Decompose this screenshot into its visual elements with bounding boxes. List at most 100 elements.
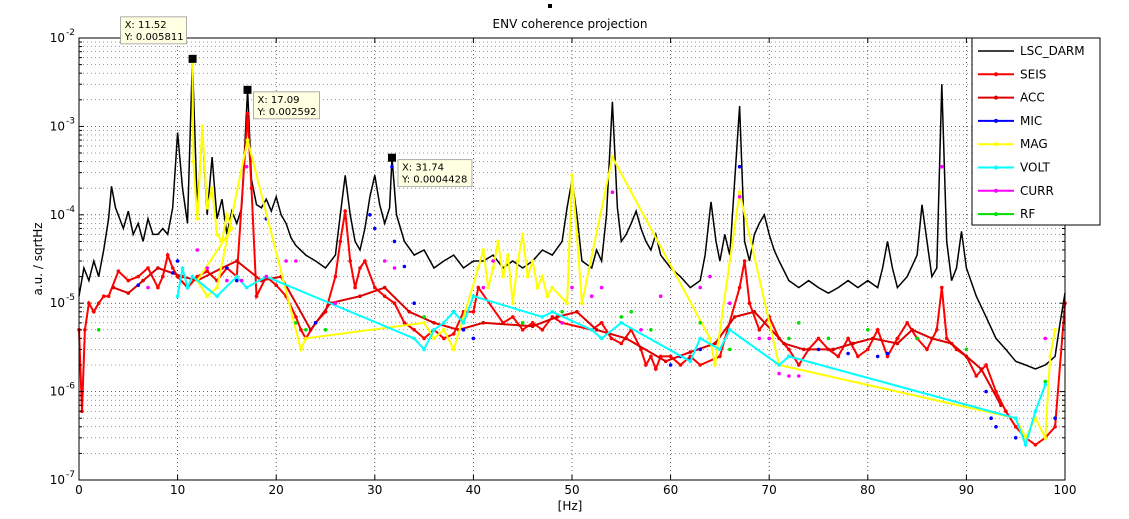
legend-item-lsc-darm[interactable]: LSC_DARM xyxy=(978,44,1085,58)
data-point xyxy=(348,259,353,263)
data-point xyxy=(392,301,397,306)
legend-item-seis[interactable]: SEIS xyxy=(978,67,1046,81)
data-point xyxy=(451,332,456,336)
data-point xyxy=(481,248,486,252)
data-point xyxy=(732,315,737,319)
data-point xyxy=(619,315,624,319)
data-point xyxy=(304,336,308,341)
legend-label: CURR xyxy=(1020,184,1054,198)
datatip[interactable]: X: 17.09Y: 0.002592 xyxy=(243,85,320,120)
data-point xyxy=(737,195,742,199)
x-tick-label: 20 xyxy=(269,483,284,497)
x-axis-label: [Hz] xyxy=(558,499,583,513)
data-point xyxy=(205,294,209,299)
datatip-x-text: X: 17.09 xyxy=(258,95,300,106)
x-tick-label: 90 xyxy=(959,483,974,497)
ticks: 0 10 20 30 40 50 60 70 80 90 10010-710-610-510-410… xyxy=(50,28,1077,497)
data-point xyxy=(797,374,801,378)
data-point xyxy=(545,294,550,299)
data-point xyxy=(570,173,574,178)
datatip-marker[interactable] xyxy=(243,85,252,94)
datatip[interactable]: X: 31.74Y: 0.0004428 xyxy=(387,153,473,188)
data-point xyxy=(190,274,195,279)
legend-label: SEIS xyxy=(1020,67,1046,81)
data-point xyxy=(481,321,486,325)
data-point xyxy=(599,336,604,341)
legend-marker xyxy=(994,188,998,193)
data-point xyxy=(225,266,229,270)
data-point xyxy=(185,285,190,290)
data-point xyxy=(1043,379,1048,384)
legend-label: VOLT xyxy=(1020,161,1050,175)
data-point xyxy=(313,321,318,325)
legend-item-rf[interactable]: RF xyxy=(978,207,1035,221)
data-point xyxy=(1023,443,1028,447)
data-point xyxy=(989,416,993,421)
data-point xyxy=(940,164,944,169)
data-point xyxy=(461,321,466,325)
data-point xyxy=(599,285,604,290)
data-point xyxy=(708,336,712,341)
data-point xyxy=(323,328,328,332)
y-axis-label: a.u. / sqrtHz xyxy=(31,222,45,295)
x-tick-label: 40 xyxy=(466,483,481,497)
datatip-marker[interactable] xyxy=(188,54,197,63)
data-point xyxy=(200,124,205,129)
data-point xyxy=(165,253,170,257)
data-point xyxy=(895,336,900,341)
data-point xyxy=(481,285,486,290)
data-point xyxy=(516,259,520,263)
series-line xyxy=(176,267,1047,448)
data-point xyxy=(87,301,91,306)
data-point xyxy=(718,354,722,359)
data-point xyxy=(905,321,909,325)
data-point xyxy=(599,321,604,325)
data-point xyxy=(382,259,387,263)
datatip[interactable]: X: 11.52Y: 0.005811 xyxy=(120,16,197,63)
data-point xyxy=(373,285,377,290)
data-point xyxy=(575,310,579,314)
data-point xyxy=(239,278,244,283)
data-point xyxy=(984,389,988,394)
datatip-marker[interactable] xyxy=(387,153,396,162)
legend-item-acc[interactable]: ACC xyxy=(978,91,1045,105)
data-point xyxy=(831,347,836,352)
data-point xyxy=(777,371,781,376)
data-point xyxy=(442,328,446,332)
data-point xyxy=(1053,425,1057,429)
data-point xyxy=(816,347,821,352)
data-point xyxy=(215,232,219,237)
data-point xyxy=(520,328,525,332)
legend-marker xyxy=(994,212,998,217)
legend-item-volt[interactable]: VOLT xyxy=(978,161,1050,175)
data-point xyxy=(402,321,407,325)
legend-item-curr[interactable]: CURR xyxy=(978,184,1054,198)
data-point xyxy=(639,328,643,332)
data-point xyxy=(979,367,983,371)
data-point xyxy=(205,206,209,210)
legend-item-mic[interactable]: MIC xyxy=(978,114,1042,128)
legend-item-mag[interactable]: MAG xyxy=(978,137,1048,151)
data-point xyxy=(333,301,338,306)
legend[interactable]: LSC_DARM SEIS ACC MIC MAG VOLT CURR RF xyxy=(971,37,1101,226)
data-point xyxy=(688,350,693,354)
data-point xyxy=(390,164,394,169)
data-point xyxy=(308,328,313,332)
data-point xyxy=(752,310,757,314)
data-point xyxy=(964,347,969,352)
data-point xyxy=(422,347,426,352)
data-point xyxy=(737,164,742,169)
data-point xyxy=(274,283,279,288)
x-tick-label: 70 xyxy=(762,483,777,497)
data-point xyxy=(757,336,762,341)
data-point xyxy=(511,315,515,319)
data-point xyxy=(609,336,614,341)
data-point xyxy=(195,217,200,221)
data-point xyxy=(141,278,145,283)
series-layer xyxy=(77,58,1067,448)
data-point xyxy=(432,321,436,325)
x-tick-label: 60 xyxy=(663,483,678,497)
data-point xyxy=(299,347,303,352)
data-point xyxy=(220,239,224,244)
